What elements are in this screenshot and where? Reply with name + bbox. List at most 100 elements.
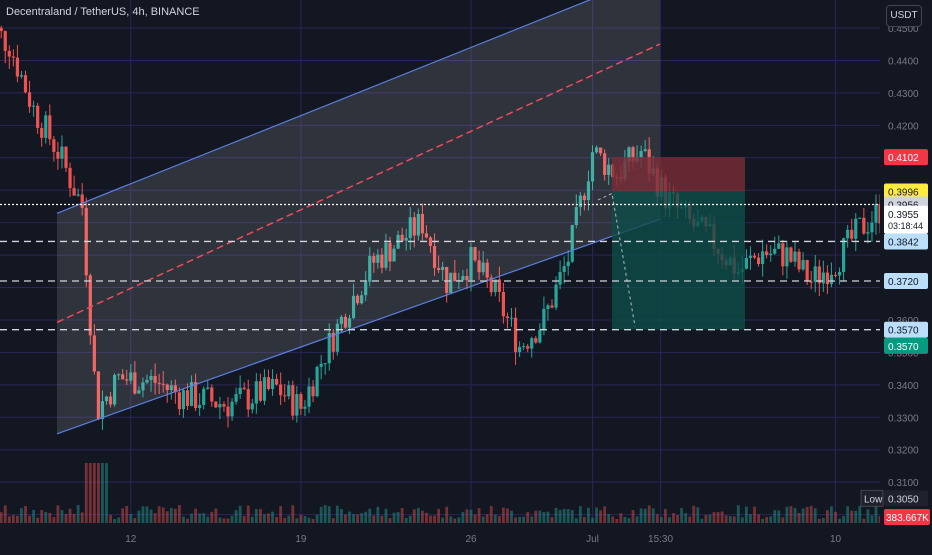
volume-bar (591, 517, 594, 523)
volume-bar (668, 517, 671, 523)
candle (756, 257, 761, 265)
candle (108, 396, 113, 405)
candle (846, 229, 850, 239)
candle (380, 254, 384, 268)
symbol-title[interactable]: Decentraland / TetherUS, 4h, BINANCE (6, 6, 200, 18)
candle (631, 147, 635, 162)
candle (388, 242, 392, 262)
volume-bar (396, 512, 400, 523)
candle (307, 386, 311, 407)
volume-bar (619, 513, 623, 523)
candle (0, 27, 3, 32)
volume-bar (664, 509, 667, 523)
volume-bar (198, 513, 202, 523)
candle (821, 272, 825, 284)
volume-bar (327, 506, 331, 523)
level-1-tag[interactable] (884, 233, 928, 250)
channel-lower-line[interactable] (56, 218, 661, 435)
current-price-tag[interactable] (884, 205, 928, 234)
volume-bar (587, 507, 590, 523)
candle (262, 377, 267, 401)
time-tick-label: Jul (586, 534, 599, 545)
candle (477, 260, 481, 273)
volume-bar (627, 518, 631, 523)
candle (218, 404, 222, 408)
candle (230, 401, 234, 417)
volume-bar (315, 514, 319, 523)
candle (866, 232, 870, 234)
time-axis[interactable]: 6121926Jul15:30101724Aug7 (0, 526, 932, 550)
volume-bar (724, 515, 728, 523)
candle (578, 195, 582, 208)
volume-bar (793, 507, 797, 523)
volume-bar (441, 517, 445, 523)
candle (594, 147, 599, 153)
volume-bar (736, 505, 740, 523)
entry-price-tag[interactable] (884, 183, 928, 200)
level-2-tag[interactable] (884, 273, 928, 290)
volume-bar (574, 518, 578, 523)
volume-bar (392, 512, 396, 523)
volume-bar (319, 506, 323, 523)
candle (501, 291, 505, 317)
stop-loss-zone[interactable] (612, 157, 745, 192)
volume-bar (129, 513, 133, 523)
candle (246, 389, 250, 410)
volume-bar (453, 518, 457, 523)
candle (416, 213, 420, 236)
candle (15, 57, 19, 77)
candle (854, 218, 858, 239)
candle (266, 377, 271, 389)
volume-bar (92, 463, 96, 523)
candle (558, 271, 562, 285)
volume-tag[interactable] (884, 509, 930, 525)
volume-bar (696, 507, 700, 523)
candle (234, 394, 238, 402)
volume-bar (607, 514, 611, 523)
volume-bar (821, 517, 825, 523)
currency-button[interactable]: USDT (886, 5, 922, 27)
volume-bar (769, 516, 773, 523)
volume-bar (145, 506, 149, 523)
volume-bar (344, 514, 347, 523)
price-tick-label: 0.4400 (888, 56, 919, 67)
volume-bar (133, 518, 137, 523)
volume-bar (862, 518, 866, 523)
volume-bar (230, 515, 234, 523)
channel-upper-line[interactable] (56, 0, 660, 214)
candle (505, 316, 510, 318)
candle (360, 295, 364, 304)
candle (809, 281, 813, 283)
candle (858, 217, 862, 219)
volume-bar (210, 511, 214, 523)
level-3-tag[interactable] (884, 321, 928, 338)
volume-bar (615, 518, 619, 523)
candle (785, 247, 789, 267)
volume-bar (651, 508, 655, 523)
candle (842, 238, 846, 273)
channel-fill[interactable] (57, 0, 660, 434)
candle (813, 266, 817, 282)
volume-bar (546, 511, 550, 523)
take-profit-zone[interactable] (612, 191, 745, 330)
candle (56, 151, 60, 159)
volume-bar (400, 507, 404, 523)
price-tick-label: 0.4500 (888, 24, 919, 35)
time-tick-label: 15:30 (648, 534, 673, 545)
channel-mid-line[interactable] (56, 43, 661, 324)
candle (40, 127, 44, 138)
stop-price-tag[interactable] (884, 149, 928, 166)
candle (465, 276, 469, 281)
volume-bar (234, 510, 238, 523)
target-price-tag[interactable] (884, 337, 928, 354)
volume-bar (623, 516, 627, 523)
candle (793, 251, 797, 262)
candle (522, 346, 526, 348)
volume-bar (740, 517, 744, 523)
price-axis[interactable]: 0.4500 0.4400 0.4300 0.4200 0.3400 0.3300 0.32… (860, 0, 932, 550)
volume-bar (246, 505, 250, 523)
low-price-tag[interactable] (884, 490, 928, 507)
volume-bar (465, 509, 469, 523)
